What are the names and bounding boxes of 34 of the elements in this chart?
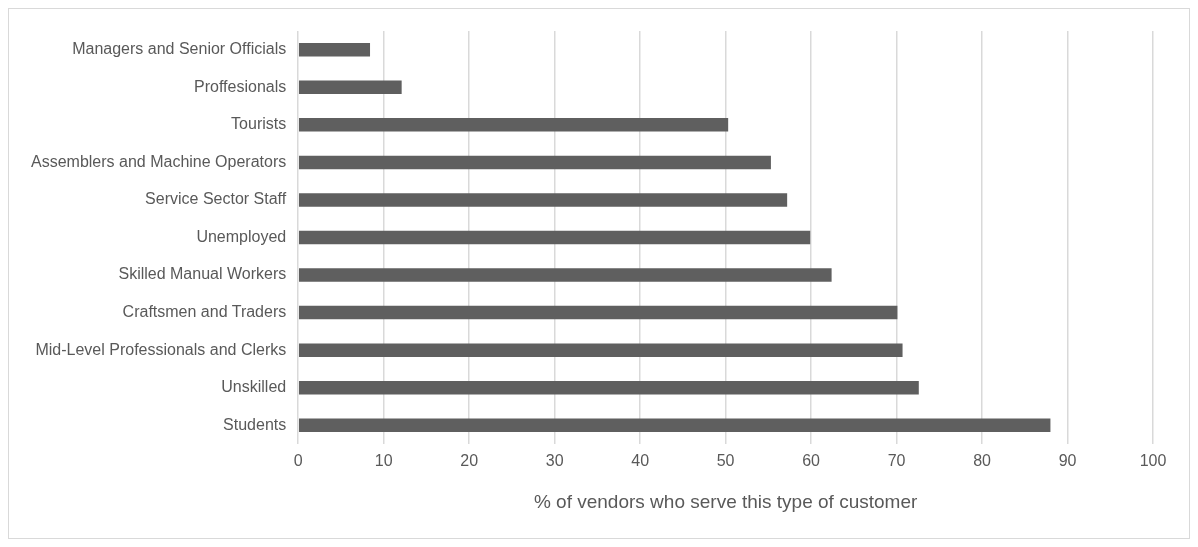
y-tick-label: Service Sector Staff <box>145 190 287 208</box>
y-tick-label: Unemployed <box>196 227 287 245</box>
y-tick-label: Tourists <box>231 115 287 133</box>
y-tick-label: Mid-Level Professionals and Clerks <box>35 340 287 358</box>
y-tick-label: Proffesionals <box>194 77 287 95</box>
x-tick-label: 70 <box>887 452 906 470</box>
x-axis-title: % of vendors who serve this type of customer <box>533 490 918 512</box>
y-tick-label: Craftsmen and Traders <box>122 303 287 320</box>
bar <box>298 118 729 132</box>
bar <box>298 80 402 95</box>
x-tick-label: 100 <box>1139 452 1167 470</box>
x-tick-label: 0 <box>293 452 303 470</box>
y-tick-label: Unskilled <box>221 378 287 396</box>
y-tick-label: Students <box>223 415 287 433</box>
x-tick-label: 80 <box>973 452 992 470</box>
bar <box>298 380 919 395</box>
bar <box>298 418 1051 432</box>
x-tick-label: 30 <box>545 452 564 470</box>
y-tick-label: Assemblers and Machine Operators <box>30 152 287 170</box>
x-tick-label: 40 <box>631 452 650 470</box>
bar <box>298 305 898 320</box>
x-tick-label: 90 <box>1058 452 1077 470</box>
x-tick-label: 50 <box>716 452 735 470</box>
bar <box>298 193 788 207</box>
bar <box>298 343 903 357</box>
x-tick-label: 10 <box>374 452 393 470</box>
y-tick-label: Skilled Manual Workers <box>118 265 287 283</box>
bar <box>298 268 832 282</box>
bar <box>298 155 771 170</box>
bar <box>298 230 811 245</box>
x-tick-label: 60 <box>802 452 821 470</box>
y-tick-label: Managers and Senior Officials <box>72 40 287 58</box>
x-tick-label: 20 <box>460 452 479 470</box>
bar <box>298 43 371 57</box>
